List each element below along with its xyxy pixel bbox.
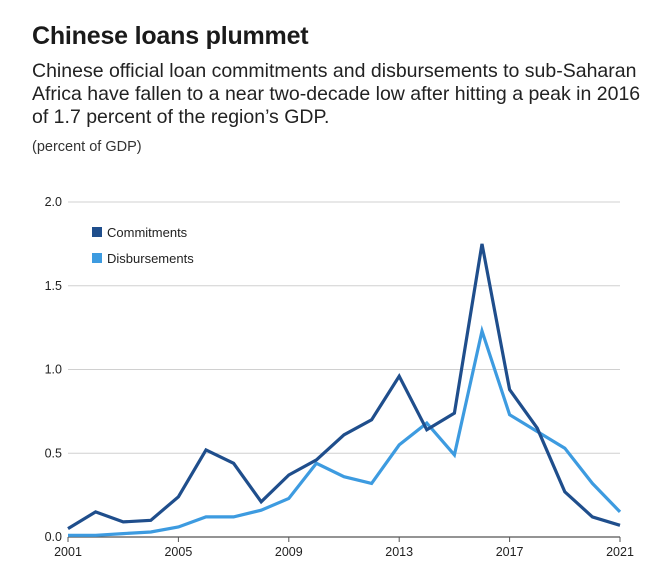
legend-swatch-disbursements [92,253,102,263]
unit-label: (percent of GDP) [32,139,142,155]
grid-lines [68,201,620,538]
x-tick-label: 2017 [496,545,524,559]
y-tick-label: 1.5 [45,279,62,293]
y-tick-label: 1.0 [45,363,62,377]
chart-title: Chinese loans plummet [32,22,309,50]
y-tick-label: 2.0 [45,195,62,209]
x-tick-label: 2021 [606,545,634,559]
legend-label-commitments: Commitments [107,225,188,240]
x-tick-label: 2013 [385,545,413,559]
legend-label-disbursements: Disbursements [107,251,194,266]
series-line-commitments [67,243,621,530]
x-axis: 2001 2005 2009 2013 2017 2021 [54,537,634,559]
legend: Commitments Disbursements [92,225,194,266]
series-line-disbursements [68,324,622,537]
legend-swatch-commitments [92,227,102,237]
x-tick-label: 2009 [275,545,303,559]
y-tick-label: 0.0 [45,530,62,544]
chart-subtitle: Chinese official loan commitments and di… [32,60,641,128]
y-axis: 0.0 0.5 1.0 1.5 2.0 [45,195,62,544]
series-lines [67,243,622,537]
y-tick-label: 0.5 [45,446,62,460]
x-tick-label: 2005 [164,545,192,559]
x-tick-label: 2001 [54,545,82,559]
